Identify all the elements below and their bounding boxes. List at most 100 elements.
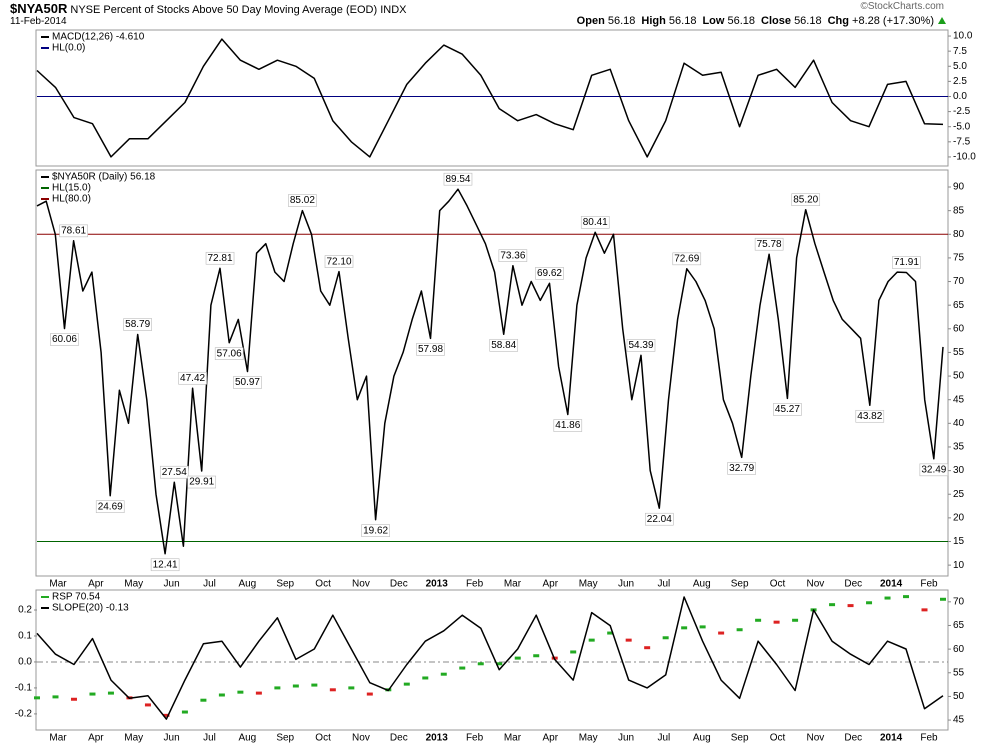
x-tick-label: Jun bbox=[618, 579, 634, 590]
panel-frame bbox=[35, 589, 949, 731]
data-label-box bbox=[443, 172, 473, 186]
data-label: 80.41 bbox=[580, 216, 610, 229]
x-tick-label: May bbox=[579, 579, 598, 590]
y-tick-label: 55 bbox=[953, 347, 965, 358]
x-tick-label: Jul bbox=[658, 733, 671, 744]
data-label-box bbox=[178, 371, 207, 385]
x-tick-label: Apr bbox=[543, 579, 559, 590]
x-tick-label: Jun bbox=[164, 579, 180, 590]
x-tick-label: Mar bbox=[504, 733, 522, 744]
data-label-box bbox=[791, 193, 821, 207]
x-tick-label: Feb bbox=[920, 733, 938, 744]
data-label-text: 72.10 bbox=[326, 256, 351, 267]
data-label-box bbox=[498, 249, 528, 262]
quote-value: 56.18 bbox=[668, 15, 697, 27]
x-tick-label: Nov bbox=[352, 579, 370, 590]
data-label-box bbox=[159, 465, 189, 479]
x-tick-label: Dec bbox=[390, 733, 408, 744]
date: 11-Feb-2014 bbox=[10, 16, 67, 27]
quote-label: High bbox=[641, 15, 666, 27]
legend-label: HL(0.0) bbox=[52, 43, 85, 54]
data-label: 71.91 bbox=[892, 256, 921, 269]
quote-label: Low bbox=[702, 15, 725, 27]
quote-label: Close bbox=[761, 15, 791, 27]
y-tick-label: 50 bbox=[953, 691, 965, 702]
data-label-text: 80.41 bbox=[583, 217, 608, 228]
x-tick-label: Apr bbox=[543, 733, 559, 744]
data-label-box bbox=[773, 403, 802, 416]
data-label: 75.78 bbox=[754, 237, 784, 251]
x-tick-label: Mar bbox=[504, 579, 522, 590]
x-tick-label: Dec bbox=[390, 579, 408, 590]
x-tick-label: Mar bbox=[49, 733, 67, 744]
data-label-box bbox=[288, 194, 317, 207]
x-tick-label: Apr bbox=[88, 579, 104, 590]
y-tick-label: -10.0 bbox=[953, 152, 976, 163]
data-label: 58.84 bbox=[489, 338, 519, 352]
data-label-box bbox=[324, 255, 354, 268]
x-tick-label: May bbox=[579, 733, 598, 744]
data-label-text: 29.91 bbox=[189, 477, 214, 488]
data-label-text: 71.91 bbox=[894, 257, 919, 268]
data-label: 24.69 bbox=[95, 500, 125, 513]
y-tick-label: 55 bbox=[953, 667, 965, 678]
data-label-text: 47.42 bbox=[180, 373, 205, 384]
data-label-box bbox=[672, 252, 702, 266]
y-tick-label: 5.0 bbox=[953, 61, 967, 72]
y-tick-label: 60 bbox=[953, 323, 965, 334]
panel-frame bbox=[35, 169, 949, 577]
data-label-text: 32.49 bbox=[921, 464, 946, 475]
y-tick-label: 20 bbox=[953, 513, 965, 524]
x-tick-label: Jul bbox=[658, 579, 671, 590]
description: NYSE Percent of Stocks Above 50 Day Movi… bbox=[70, 4, 378, 16]
data-label: 57.06 bbox=[214, 347, 244, 361]
data-label: 27.54 bbox=[159, 465, 189, 479]
data-label-text: 54.39 bbox=[628, 340, 653, 351]
data-label-text: 57.06 bbox=[217, 348, 242, 359]
y-tick-label: 0.0 bbox=[18, 657, 32, 668]
y-tick-label: 0.2 bbox=[18, 605, 32, 616]
y-tick-label: -0.1 bbox=[15, 683, 33, 694]
data-label: 58.79 bbox=[123, 318, 152, 331]
y-tick-label: 0.0 bbox=[953, 91, 967, 102]
data-label-box bbox=[416, 343, 445, 356]
x-tick-label: Dec bbox=[844, 579, 862, 590]
data-label-box bbox=[150, 558, 180, 572]
data-label-box bbox=[50, 333, 79, 346]
y-tick-label: 50 bbox=[953, 371, 965, 382]
data-label-box bbox=[535, 267, 564, 280]
data-label-box bbox=[855, 409, 885, 423]
data-label: 57.98 bbox=[416, 343, 445, 356]
data-label-text: 24.69 bbox=[98, 501, 123, 512]
data-label: 72.69 bbox=[672, 252, 702, 266]
data-label-box bbox=[59, 224, 88, 238]
data-label: 22.04 bbox=[645, 512, 674, 526]
data-label-text: 32.79 bbox=[729, 463, 754, 474]
quote-value: +8.28 (+17.30%) bbox=[852, 15, 934, 27]
data-label: 78.61 bbox=[59, 224, 88, 238]
data-label-box bbox=[580, 216, 610, 229]
x-tick-label: Sep bbox=[731, 733, 749, 744]
x-tick-label: Nov bbox=[806, 579, 824, 590]
source: ©StockCharts.com bbox=[860, 1, 944, 12]
data-label: 41.86 bbox=[553, 419, 583, 432]
data-label-text: 85.02 bbox=[290, 195, 315, 206]
x-tick-label: Feb bbox=[920, 579, 938, 590]
y-tick-label: 30 bbox=[953, 465, 965, 476]
data-label-text: 72.81 bbox=[208, 253, 233, 264]
x-tick-label: May bbox=[124, 579, 143, 590]
y-tick-label: -7.5 bbox=[953, 136, 971, 147]
data-label-text: 45.27 bbox=[775, 404, 800, 415]
legend-label: HL(80.0) bbox=[52, 194, 91, 205]
data-label: 73.36 bbox=[498, 249, 528, 262]
quote: Open 56.18 High 56.18 Low 56.18 Close 56.18… bbox=[571, 15, 946, 27]
data-label: 43.82 bbox=[855, 409, 885, 423]
data-label: 32.79 bbox=[727, 462, 756, 475]
y-tick-label: 65 bbox=[953, 300, 965, 311]
data-label: 47.42 bbox=[178, 371, 207, 385]
data-label-box bbox=[95, 500, 125, 513]
data-label-box bbox=[233, 376, 262, 389]
data-label-text: 85.20 bbox=[793, 194, 818, 205]
legend-label: HL(15.0) bbox=[52, 183, 91, 194]
